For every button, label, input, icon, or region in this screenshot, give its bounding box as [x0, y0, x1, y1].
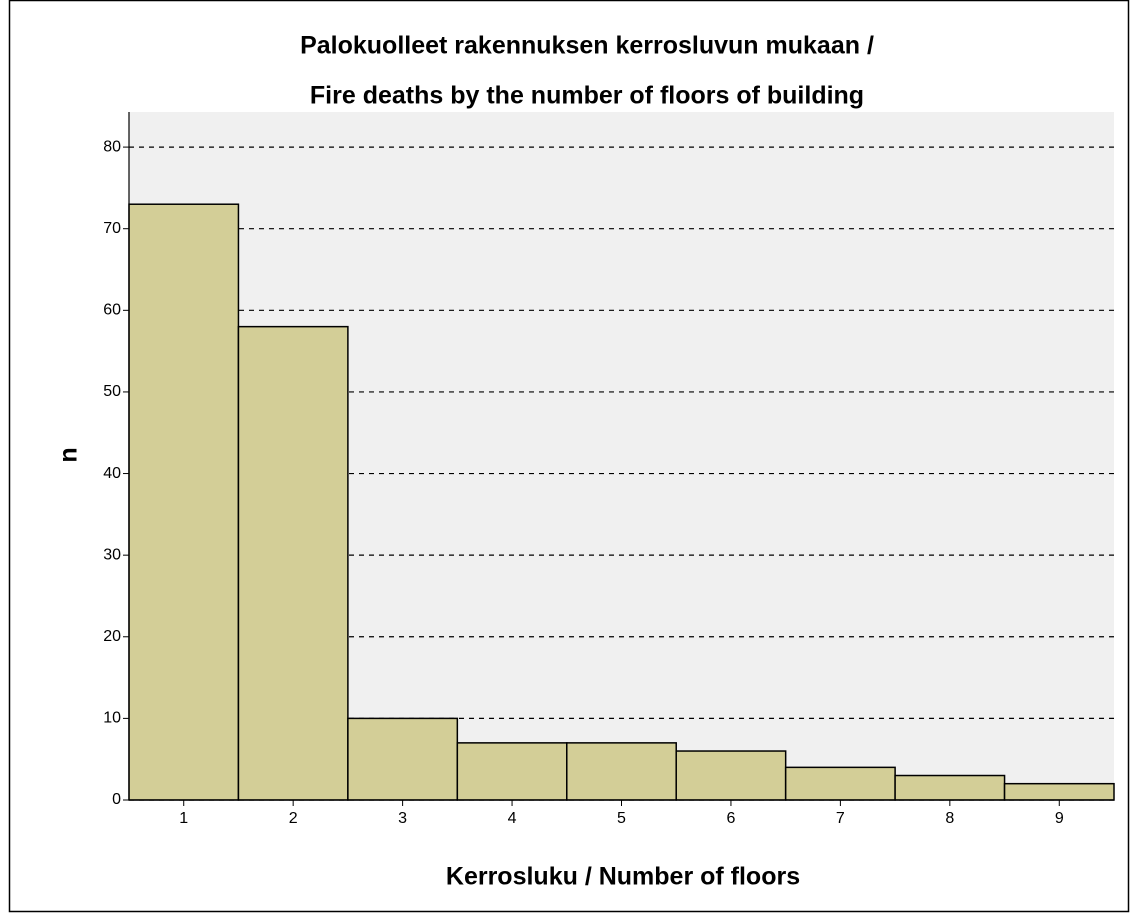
bar: [566, 742, 677, 801]
bar: [456, 742, 568, 801]
y-tick-label: 20: [103, 628, 121, 645]
x-tick-label: 2: [289, 810, 298, 827]
y-axis-label: n: [55, 447, 83, 462]
chart-title: Palokuolleet rakennuksen kerrosluvun muk…: [300, 32, 874, 60]
y-tick-label: 30: [103, 546, 121, 563]
bar: [675, 750, 787, 801]
bar: [1003, 782, 1115, 801]
bar: [784, 766, 896, 801]
y-tick-label: 50: [103, 383, 121, 400]
bar: [347, 717, 459, 801]
x-tick-label: 7: [836, 810, 845, 827]
chart-title: Fire deaths by the number of floors of b…: [310, 82, 864, 110]
y-tick-label: 70: [103, 220, 121, 237]
x-tick-label: 3: [398, 810, 407, 827]
x-tick-label: 9: [1055, 810, 1064, 827]
bar: [237, 325, 349, 801]
x-axis-label: Kerrosluku / Number of floors: [446, 863, 800, 891]
bar: [894, 774, 1006, 801]
x-tick-label: 4: [508, 810, 517, 827]
x-tick-label: 5: [617, 810, 626, 827]
y-tick-label: 60: [103, 302, 121, 319]
x-tick-label: 6: [726, 810, 735, 827]
bar: [128, 203, 240, 801]
y-tick-label: 0: [112, 791, 121, 808]
y-tick-label: 10: [103, 710, 121, 727]
x-tick-label: 1: [179, 810, 188, 827]
x-tick-label: 8: [945, 810, 954, 827]
y-tick-label: 80: [103, 138, 121, 155]
y-tick-label: 40: [103, 465, 121, 482]
